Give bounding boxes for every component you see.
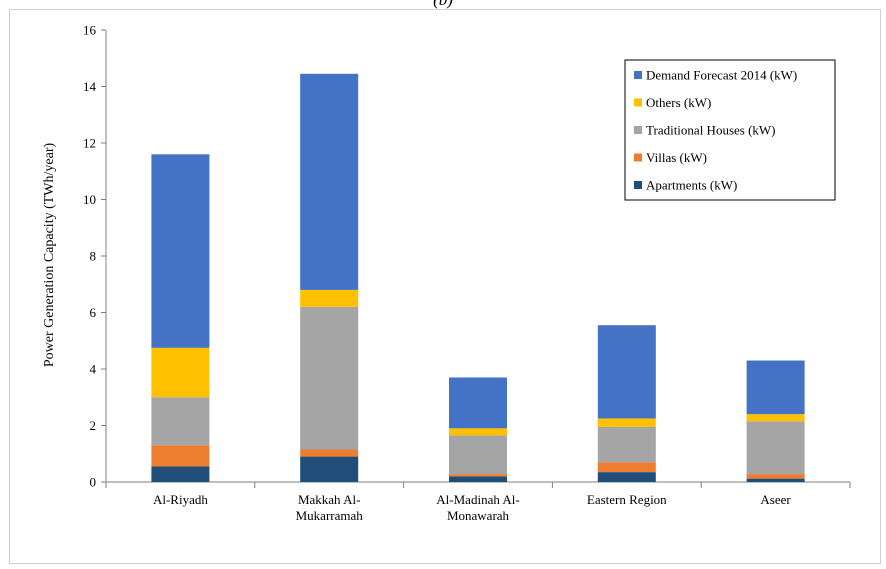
bar-segment [151, 397, 210, 446]
legend-swatch [634, 98, 642, 107]
bar-segment [151, 347, 210, 398]
y-tick-label: 8 [90, 249, 97, 264]
bar-segment [449, 428, 507, 436]
bar-segment [746, 421, 805, 475]
x-category-label: Makkah Al-Mukarramah [296, 492, 364, 523]
bar-segment [449, 476, 507, 482]
bar-segment [597, 418, 656, 427]
bar-segment [746, 414, 805, 422]
chart-frame [9, 9, 881, 564]
bar-segment [597, 462, 656, 473]
legend-swatch [634, 71, 642, 79]
bar-segment [449, 435, 507, 475]
y-tick-label: 2 [90, 418, 97, 433]
x-category-label: Aseer [760, 492, 791, 507]
y-axis-label: Power Generation Capacity (TWh/year) [42, 143, 57, 368]
bar-segment [746, 360, 805, 415]
bar-segment [300, 449, 359, 457]
bar-segment [300, 73, 359, 290]
y-tick-label: 12 [83, 136, 96, 151]
bar-segment [597, 426, 656, 463]
bar-segment [449, 474, 507, 477]
y-tick-label: 10 [83, 192, 96, 207]
x-category-label: Al-Madinah Al-Monawarah [436, 492, 519, 523]
y-tick-label: 16 [83, 23, 97, 38]
bar-segment [300, 456, 359, 482]
y-tick-label: 0 [90, 475, 97, 490]
bar-segment [151, 154, 210, 348]
x-category-label: Eastern Region [587, 492, 667, 507]
x-category-label: Al-Riyadh [153, 492, 208, 507]
bar-segment [746, 478, 805, 482]
legend-label: Demand Forecast 2014 (kW) [646, 68, 797, 83]
legend-swatch [634, 181, 642, 189]
legend-swatch [634, 153, 642, 162]
bar-segment [746, 474, 805, 479]
legend-label: Apartments (kW) [646, 178, 737, 193]
legend-box [624, 59, 836, 201]
bar-segment [449, 377, 507, 429]
bar-segment [151, 445, 210, 467]
legend-label: Others (kW) [646, 95, 711, 110]
figure-caption: (b) [0, 0, 886, 10]
bar-segment [300, 306, 359, 450]
y-tick-label: 6 [90, 305, 97, 320]
bar-segment [597, 325, 656, 419]
legend-swatch [634, 126, 642, 134]
plot-area: 0 2 4 6 8 10 12 14 16 Al-Riyadh Makkah Al-Mukarram… [83, 23, 851, 523]
legend: Demand Forecast 2014 (kW) Others (kW) Trad… [624, 59, 836, 201]
bar-segment [597, 472, 656, 482]
y-tick-label: 14 [83, 79, 97, 94]
legend-label: Villas (kW) [646, 150, 707, 165]
bar-segment [151, 466, 210, 482]
legend-label: Traditional Houses (kW) [646, 123, 776, 138]
y-tick-label: 4 [90, 362, 97, 377]
bar-segment [300, 289, 359, 307]
